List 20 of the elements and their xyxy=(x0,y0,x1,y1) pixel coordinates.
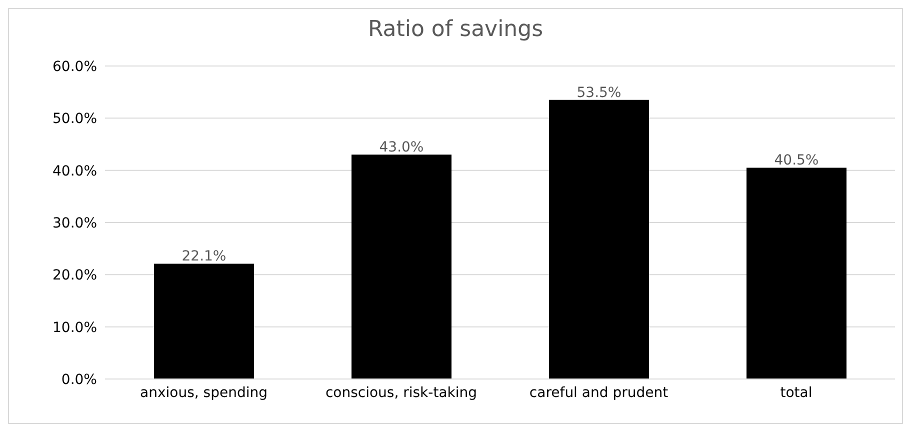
y-tick-label: 20.0% xyxy=(52,268,97,284)
y-tick-label: 0.0% xyxy=(61,372,97,388)
bar xyxy=(549,100,649,379)
data-label: 22.1% xyxy=(182,248,226,265)
x-tick-label: total xyxy=(780,384,812,401)
bar xyxy=(352,154,452,379)
data-label: 40.5% xyxy=(774,152,819,169)
bar xyxy=(154,264,254,379)
y-tick-label: 30.0% xyxy=(52,215,97,232)
x-tick-label: anxious, spending xyxy=(140,384,268,401)
x-tick-label: careful and prudent xyxy=(529,384,669,401)
chart-title: Ratio of savings xyxy=(366,17,544,42)
bar xyxy=(746,168,846,379)
x-tick-label: conscious, risk-taking xyxy=(325,384,478,401)
y-tick-label: 40.0% xyxy=(52,163,97,180)
data-label: 53.5% xyxy=(576,84,622,101)
y-tick-label: 60.0% xyxy=(52,58,97,75)
data-label: 43.0% xyxy=(379,140,424,156)
y-tick-label: 10.0% xyxy=(52,320,97,336)
y-tick-label: 50.0% xyxy=(52,111,97,128)
